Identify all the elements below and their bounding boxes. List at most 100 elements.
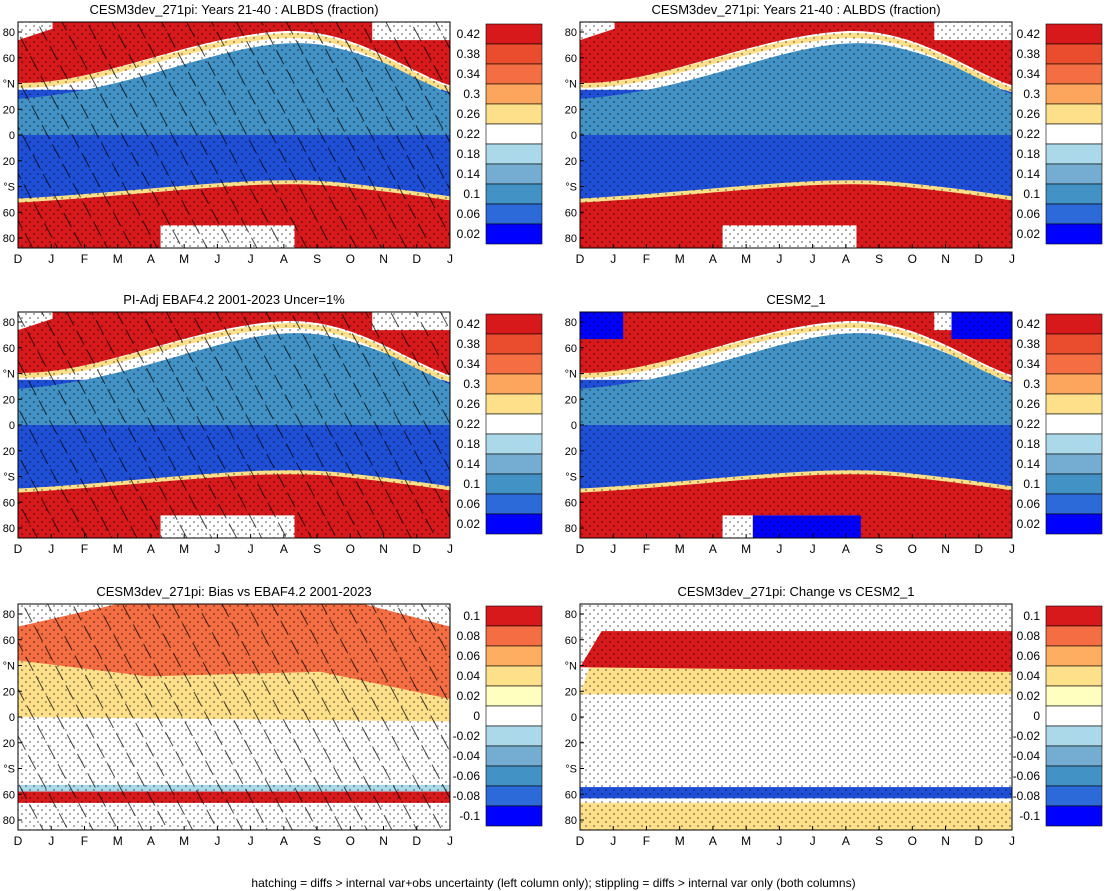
y-tick-label: 80 [565,317,577,329]
x-tick-label: D [14,834,23,848]
plot-area [18,604,450,830]
x-tick-label: M [675,834,685,848]
colorbar-swatch [1045,745,1103,767]
y-tick-label: 60 [3,343,15,355]
panel-title: CESM3dev_271pi: Years 21-40 : ALBDS (fra… [89,2,378,17]
colorbar-label: 0.04 [1017,669,1041,683]
colorbar-label: 0.06 [457,649,481,663]
colorbar-label: 0.34 [1017,357,1041,371]
x-tick-label: J [810,542,816,556]
x-tick-label: O [346,834,355,848]
colorbar-swatch [1045,373,1103,395]
x-tick-label: D [412,542,421,556]
y-tick-label: 20 [565,446,577,458]
y-tick-label: °S [565,182,577,194]
y-tick-label: 20 [3,156,15,168]
colorbar-swatch [1045,43,1103,65]
colorbar-swatch [485,373,543,395]
x-tick-label: J [776,834,782,848]
colorbar-swatch [485,23,543,45]
colorbar-swatch [485,123,543,145]
colorbar-swatch [485,805,543,827]
y-tick-label: °N [565,369,577,381]
x-tick-label: D [974,834,983,848]
x-tick-label: J [214,252,220,266]
colorbar-swatch [1045,605,1103,627]
y-tick-label: 0 [9,712,15,724]
colorbar-swatch [485,785,543,807]
colorbar-swatch [1045,23,1103,45]
x-tick-label: A [709,542,717,556]
colorbar-label: 0.02 [457,689,481,703]
colorbar-label: 0.1 [1023,609,1040,623]
colorbar-swatch [485,513,543,535]
colorbar-swatch [485,63,543,85]
x-tick-label: N [941,252,950,266]
colorbar-swatch [485,725,543,747]
colorbar-label: 0.18 [457,437,481,451]
colorbar-swatch [485,625,543,647]
colorbar-label: 0.14 [457,457,481,471]
colorbar-label: 0.06 [1017,497,1041,511]
colorbar-swatch [1045,183,1103,205]
x-tick-label: J [1009,542,1015,556]
x-tick-label: D [14,252,23,266]
y-tick-label: 60 [565,789,577,801]
x-tick-label: S [313,834,321,848]
colorbar-swatch [485,685,543,707]
y-tick-label: 20 [565,156,577,168]
panel-title: CESM2_1 [766,292,825,307]
y-tick-label: °N [3,79,15,91]
y-tick-label: 60 [3,789,15,801]
colorbar-label: 0.42 [457,317,481,331]
x-tick-label: A [842,542,850,556]
colorbar-swatch [485,393,543,415]
y-tick-label: 20 [565,738,577,750]
colorbar-swatch [1045,625,1103,647]
chart-panel: CESM3dev_271pi: Change vs CESM2_1 D J F M A M J… [565,584,1103,848]
x-tick-label: J [48,252,54,266]
colorbar-label: 0.08 [457,629,481,643]
y-tick-label: °N [565,661,577,673]
colorbar-label: -0.02 [1013,729,1041,743]
y-tick-label: 60 [565,53,577,65]
colorbar-swatch [485,413,543,435]
x-tick-label: J [610,252,616,266]
x-tick-label: J [214,542,220,556]
colorbar-swatch [1045,433,1103,455]
colorbar-swatch [485,645,543,667]
x-tick-label: A [842,834,850,848]
colorbar-label: -0.06 [453,769,481,783]
y-tick-label: 80 [3,609,15,621]
x-tick-label: S [313,542,321,556]
colorbar-label: 0.34 [457,67,481,81]
x-tick-label: J [48,542,54,556]
y-tick-label: 0 [571,712,577,724]
colorbar-swatch [485,745,543,767]
colorbar-swatch [1045,83,1103,105]
colorbar-label: -0.04 [1013,749,1041,763]
colorbar-label: 0.26 [1017,397,1041,411]
colorbar-swatch [485,473,543,495]
x-tick-label: D [14,542,23,556]
y-tick-label: 60 [3,635,15,647]
colorbar-label: 0.26 [457,397,481,411]
colorbar-swatch [485,765,543,787]
y-tick-label: 80 [3,27,15,39]
colorbar-swatch [485,163,543,185]
x-tick-label: D [576,834,585,848]
y-tick-label: °S [565,764,577,776]
colorbar-label: 0.22 [1017,127,1041,141]
colorbar-label: 0.14 [1017,457,1041,471]
y-tick-label: °S [3,764,15,776]
y-tick-label: 60 [565,207,577,219]
colorbar-label: 0.22 [1017,417,1041,431]
stippling-overlay [580,22,1012,248]
panel-title: PI-Adj EBAF4.2 2001-2023 Uncer=1% [123,292,345,307]
colorbar-swatch [485,183,543,205]
x-tick-label: D [576,252,585,266]
colorbar-label: 0.18 [457,147,481,161]
x-tick-label: M [113,252,123,266]
colorbar-label: 0.06 [457,497,481,511]
x-tick-label: N [379,542,388,556]
